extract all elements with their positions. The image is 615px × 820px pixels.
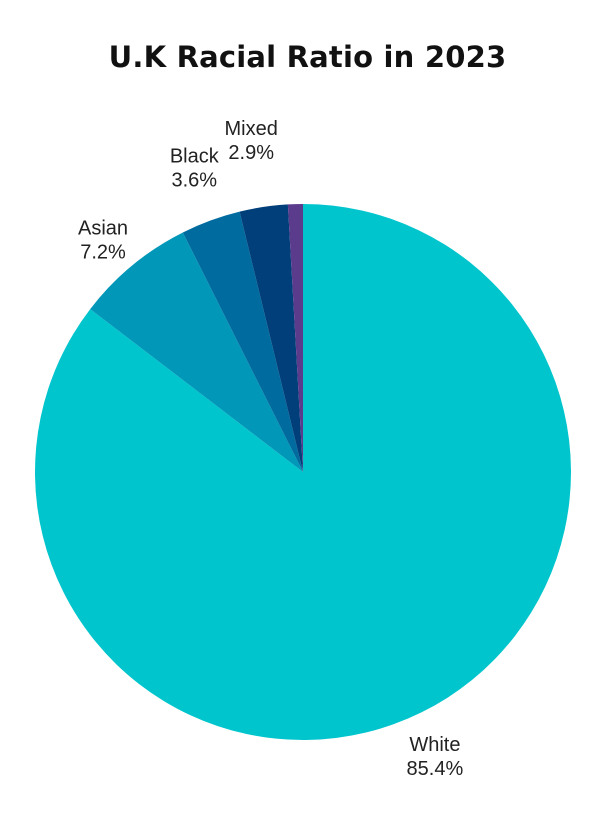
pie-slice-mixed (239, 204, 303, 472)
slice-label-mixed: Mixed 2.9% (225, 118, 278, 164)
pie-slice-asian (90, 232, 304, 472)
slice-label-value: 2.9% (228, 142, 274, 164)
slice-label-white: White 85.4% (407, 734, 464, 780)
pie-slice-other-4 (287, 204, 303, 472)
slice-label-name: Black (170, 145, 220, 167)
slice-label-value: 7.2% (80, 241, 126, 263)
pie-labels: White 85.4%Asian 7.2%Black 3.6%Mixed 2.9% (78, 118, 463, 780)
chart-title: U.K Racial Ratio in 2023 (108, 40, 507, 74)
pie-slice-black (182, 211, 303, 472)
slice-label-name: White (409, 734, 460, 756)
slice-label-value: 3.6% (172, 169, 218, 191)
pie-slices (34, 204, 571, 740)
slice-label-black: Black 3.6% (170, 145, 220, 191)
slice-label-value: 85.4% (407, 758, 464, 780)
slice-label-name: Asian (78, 217, 128, 239)
slice-label-asian: Asian 7.2% (78, 217, 128, 263)
pie-slice-white (34, 204, 571, 740)
slice-label-name: Mixed (225, 118, 278, 140)
